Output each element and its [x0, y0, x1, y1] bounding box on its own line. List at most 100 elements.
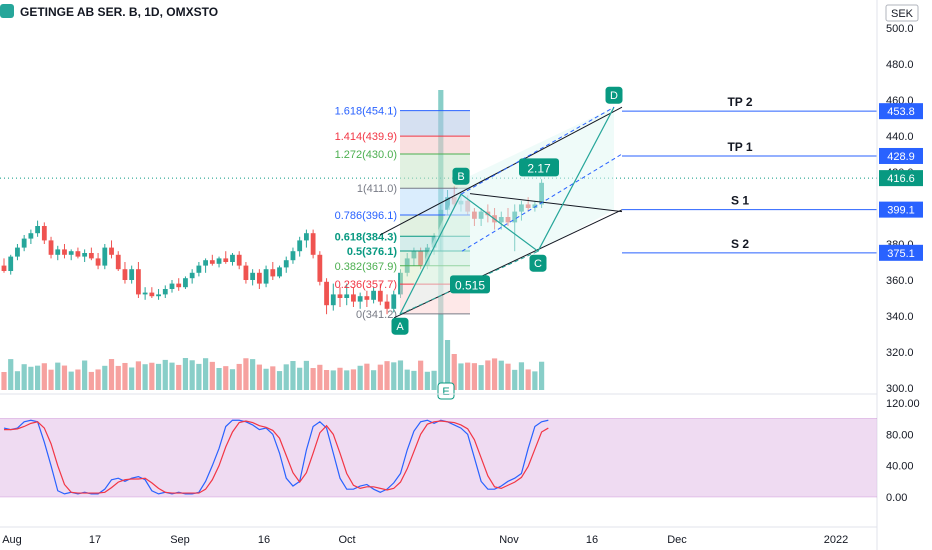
volume-bar — [478, 365, 484, 390]
price-tick-label: 320.0 — [886, 347, 914, 359]
currency-label[interactable]: SEK — [885, 4, 919, 22]
candle-body — [216, 258, 222, 264]
candle — [377, 283, 383, 306]
time-tick-label: 16 — [586, 534, 598, 546]
candle — [129, 265, 135, 284]
target-s-1[interactable]: S 1 — [622, 194, 877, 211]
currency-text: SEK — [891, 8, 914, 20]
candle-body — [102, 247, 108, 266]
time-tick-label: Sep — [170, 534, 190, 546]
candle-body — [203, 260, 208, 266]
pattern-point-box — [391, 317, 409, 335]
candle — [35, 220, 40, 237]
candle-body — [55, 249, 61, 255]
price-tick-label: 500.0 — [886, 23, 914, 35]
volume-bar — [115, 365, 121, 390]
candle-body — [183, 278, 188, 288]
candle — [122, 262, 128, 284]
candle — [270, 262, 276, 280]
candle — [15, 244, 20, 261]
volume-bar — [55, 362, 61, 390]
candle — [1, 258, 7, 273]
fib-level-label: 0.236(357.7) — [335, 279, 397, 291]
abcd-pattern-overlay[interactable]: A B C D E 2.17 0.515 — [379, 86, 623, 400]
ratio-label[interactable]: 2.17 — [519, 158, 559, 177]
time-axis[interactable]: Aug 17 Sep 16 Oct Nov 16 Dec 2022 — [2, 534, 848, 546]
ratio-label-box — [519, 158, 559, 177]
candle-body — [297, 240, 303, 252]
candle — [149, 287, 155, 298]
pattern-point-a[interactable]: A — [391, 317, 409, 335]
target-tp-1[interactable]: TP 1 — [622, 140, 877, 157]
candle — [21, 235, 27, 252]
candle — [142, 287, 148, 300]
candle — [364, 290, 370, 307]
volume-bar — [451, 354, 457, 390]
candle — [196, 262, 202, 277]
target-s-2[interactable]: S 2 — [622, 237, 877, 254]
candle — [297, 236, 303, 257]
fib-level-label: 0.618(384.3) — [335, 231, 398, 243]
volume-bar — [371, 370, 377, 390]
volume-bar — [209, 361, 215, 390]
candle-body — [75, 251, 81, 257]
pattern-point-e[interactable]: E — [437, 382, 455, 400]
volume-bar — [236, 363, 242, 390]
volume-bar — [95, 369, 101, 390]
volume-bar — [424, 371, 430, 390]
volume-bar — [149, 362, 155, 390]
stoch-line-d — [4, 420, 549, 494]
volume-bar — [88, 371, 94, 390]
candle-body — [310, 233, 316, 255]
volume-bar — [82, 360, 88, 390]
target-price-badge-text: 399.1 — [887, 205, 915, 217]
candle — [176, 278, 182, 291]
candle — [55, 245, 61, 261]
volume-bar — [458, 363, 464, 390]
volume-bar — [418, 360, 424, 390]
candle-body — [317, 254, 323, 282]
candle-body — [115, 254, 121, 270]
stochastic-pane[interactable] — [0, 418, 877, 498]
volume-bar — [162, 359, 168, 390]
candle-body — [236, 254, 242, 266]
volume-bar — [189, 360, 195, 390]
fib-level-label: 1.414(439.9) — [335, 131, 397, 143]
volume-bar — [377, 364, 383, 390]
pattern-point-b[interactable]: B — [452, 167, 470, 185]
candle — [136, 262, 141, 298]
volume-bar — [108, 359, 115, 390]
target-tp-2[interactable]: TP 2 — [622, 95, 877, 112]
volume-bar — [411, 370, 417, 390]
candle — [371, 287, 376, 304]
candle — [209, 254, 215, 266]
mid-dashed-line — [461, 153, 623, 252]
time-tick-label: 16 — [258, 534, 270, 546]
pattern-point-d[interactable]: D — [605, 86, 623, 104]
time-tick-label: Nov — [499, 534, 519, 546]
candle-body — [270, 269, 276, 277]
target-lines[interactable]: TP 2 TP 1 S 1 S 2 — [622, 95, 877, 254]
pattern-point-c[interactable]: C — [529, 254, 547, 272]
fib-level-label: 0.5(376.1) — [347, 246, 397, 258]
volume-bar — [391, 362, 397, 390]
volume-bar — [397, 360, 404, 390]
price-tick-label: 480.0 — [886, 59, 914, 71]
price-axis[interactable]: 300.0320.0340.0360.0380.0400.0420.0440.0… — [876, 0, 932, 550]
candle-body — [364, 296, 370, 300]
abcd-zigzag — [399, 106, 615, 315]
candle — [169, 280, 175, 293]
candle-body — [169, 283, 175, 289]
candle — [41, 222, 47, 244]
volume-bar — [223, 366, 229, 390]
volume-bar — [303, 360, 309, 390]
candle — [216, 256, 222, 268]
target-name: TP 1 — [727, 140, 752, 154]
pattern-point-box — [437, 382, 455, 400]
ratio-label[interactable]: 0.515 — [450, 275, 490, 294]
pattern-point-box — [452, 167, 470, 185]
candle — [223, 251, 229, 264]
candle-body — [357, 296, 363, 302]
volume-bar — [330, 370, 336, 390]
